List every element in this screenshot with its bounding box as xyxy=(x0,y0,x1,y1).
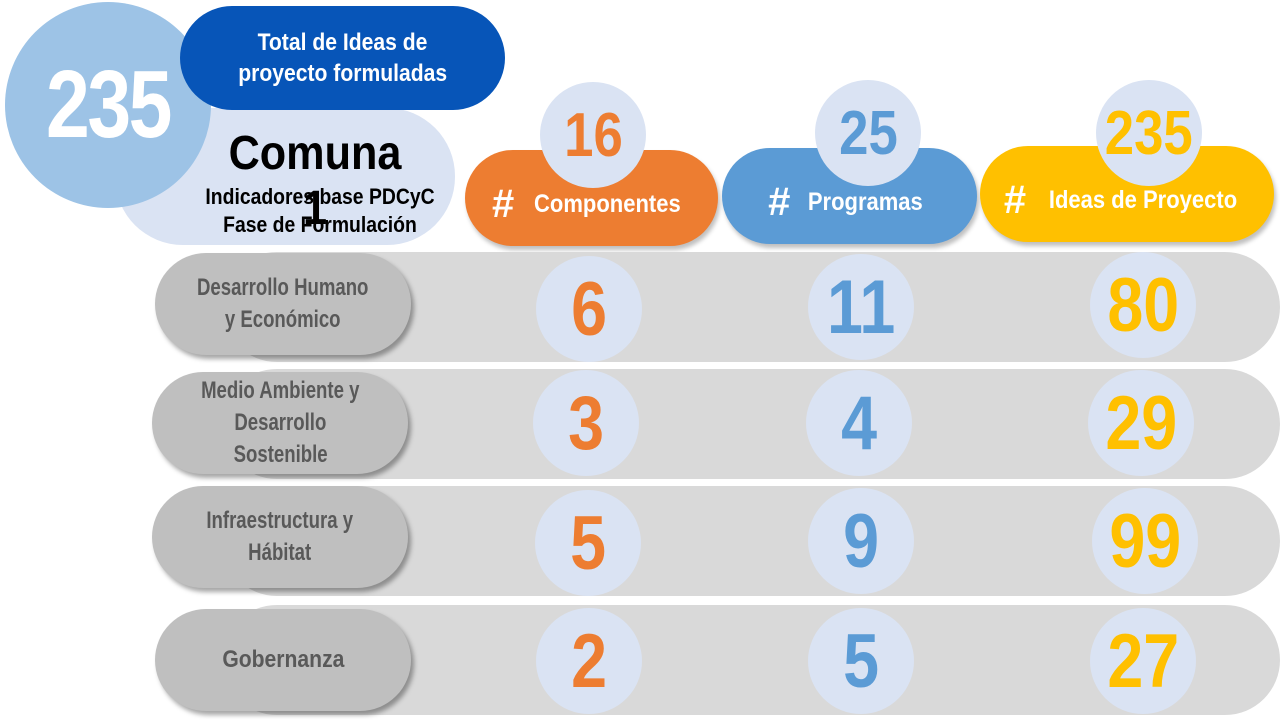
total-label-line1: Total de Ideas de xyxy=(257,29,428,56)
row-label-infraestructura: Infraestructura y Hábitat xyxy=(152,486,408,588)
total-ideas: 235 xyxy=(1105,98,1193,168)
column-label-componentes: Componentes xyxy=(534,189,681,218)
value-ideas: 99 xyxy=(1092,488,1198,594)
row-label-medio-ambiente: Medio Ambiente y Desarrollo Sostenible xyxy=(152,372,408,474)
hash-icon: # xyxy=(768,179,791,224)
value-componentes: 6 xyxy=(536,256,642,362)
total-componentes: 16 xyxy=(563,100,623,170)
value-programas: 11 xyxy=(808,254,914,360)
hash-icon: # xyxy=(492,181,515,226)
row-label-desarrollo-humano: Desarrollo Humano y Económico xyxy=(155,253,411,355)
total-label-line2: proyecto formuladas xyxy=(238,60,447,87)
column-label-ideas: Ideas de Proyecto xyxy=(1048,185,1238,214)
total-componentes-circle: 16 xyxy=(540,82,646,188)
comuna-subtitle: Indicadores base PDCyC Fase de Formulaci… xyxy=(185,183,455,239)
value-ideas: 29 xyxy=(1088,370,1194,476)
column-label-programas: Programas xyxy=(808,187,924,216)
total-ideas-circle: 235 xyxy=(1096,80,1202,186)
subtitle-line2: Fase de Formulación xyxy=(223,212,417,237)
value-programas: 4 xyxy=(806,370,912,476)
value-componentes: 3 xyxy=(533,370,639,476)
value-ideas: 27 xyxy=(1090,608,1196,714)
value-componentes: 2 xyxy=(536,608,642,714)
total-label-pill: Total de Ideas de proyecto formuladas xyxy=(180,6,505,110)
hash-icon: # xyxy=(1003,177,1027,222)
subtitle-line1: Indicadores base PDCyC xyxy=(205,184,435,209)
total-programas: 25 xyxy=(838,98,898,168)
total-circle xyxy=(5,2,211,208)
total-programas-circle: 25 xyxy=(815,80,921,186)
row-label-gobernanza: Gobernanza xyxy=(155,609,411,711)
value-programas: 5 xyxy=(808,608,914,714)
comuna-title: Comuna 1 xyxy=(228,127,402,235)
total-value: 235 xyxy=(46,51,172,158)
value-programas: 9 xyxy=(808,488,914,594)
value-ideas: 80 xyxy=(1090,252,1196,358)
value-componentes: 5 xyxy=(535,490,641,596)
